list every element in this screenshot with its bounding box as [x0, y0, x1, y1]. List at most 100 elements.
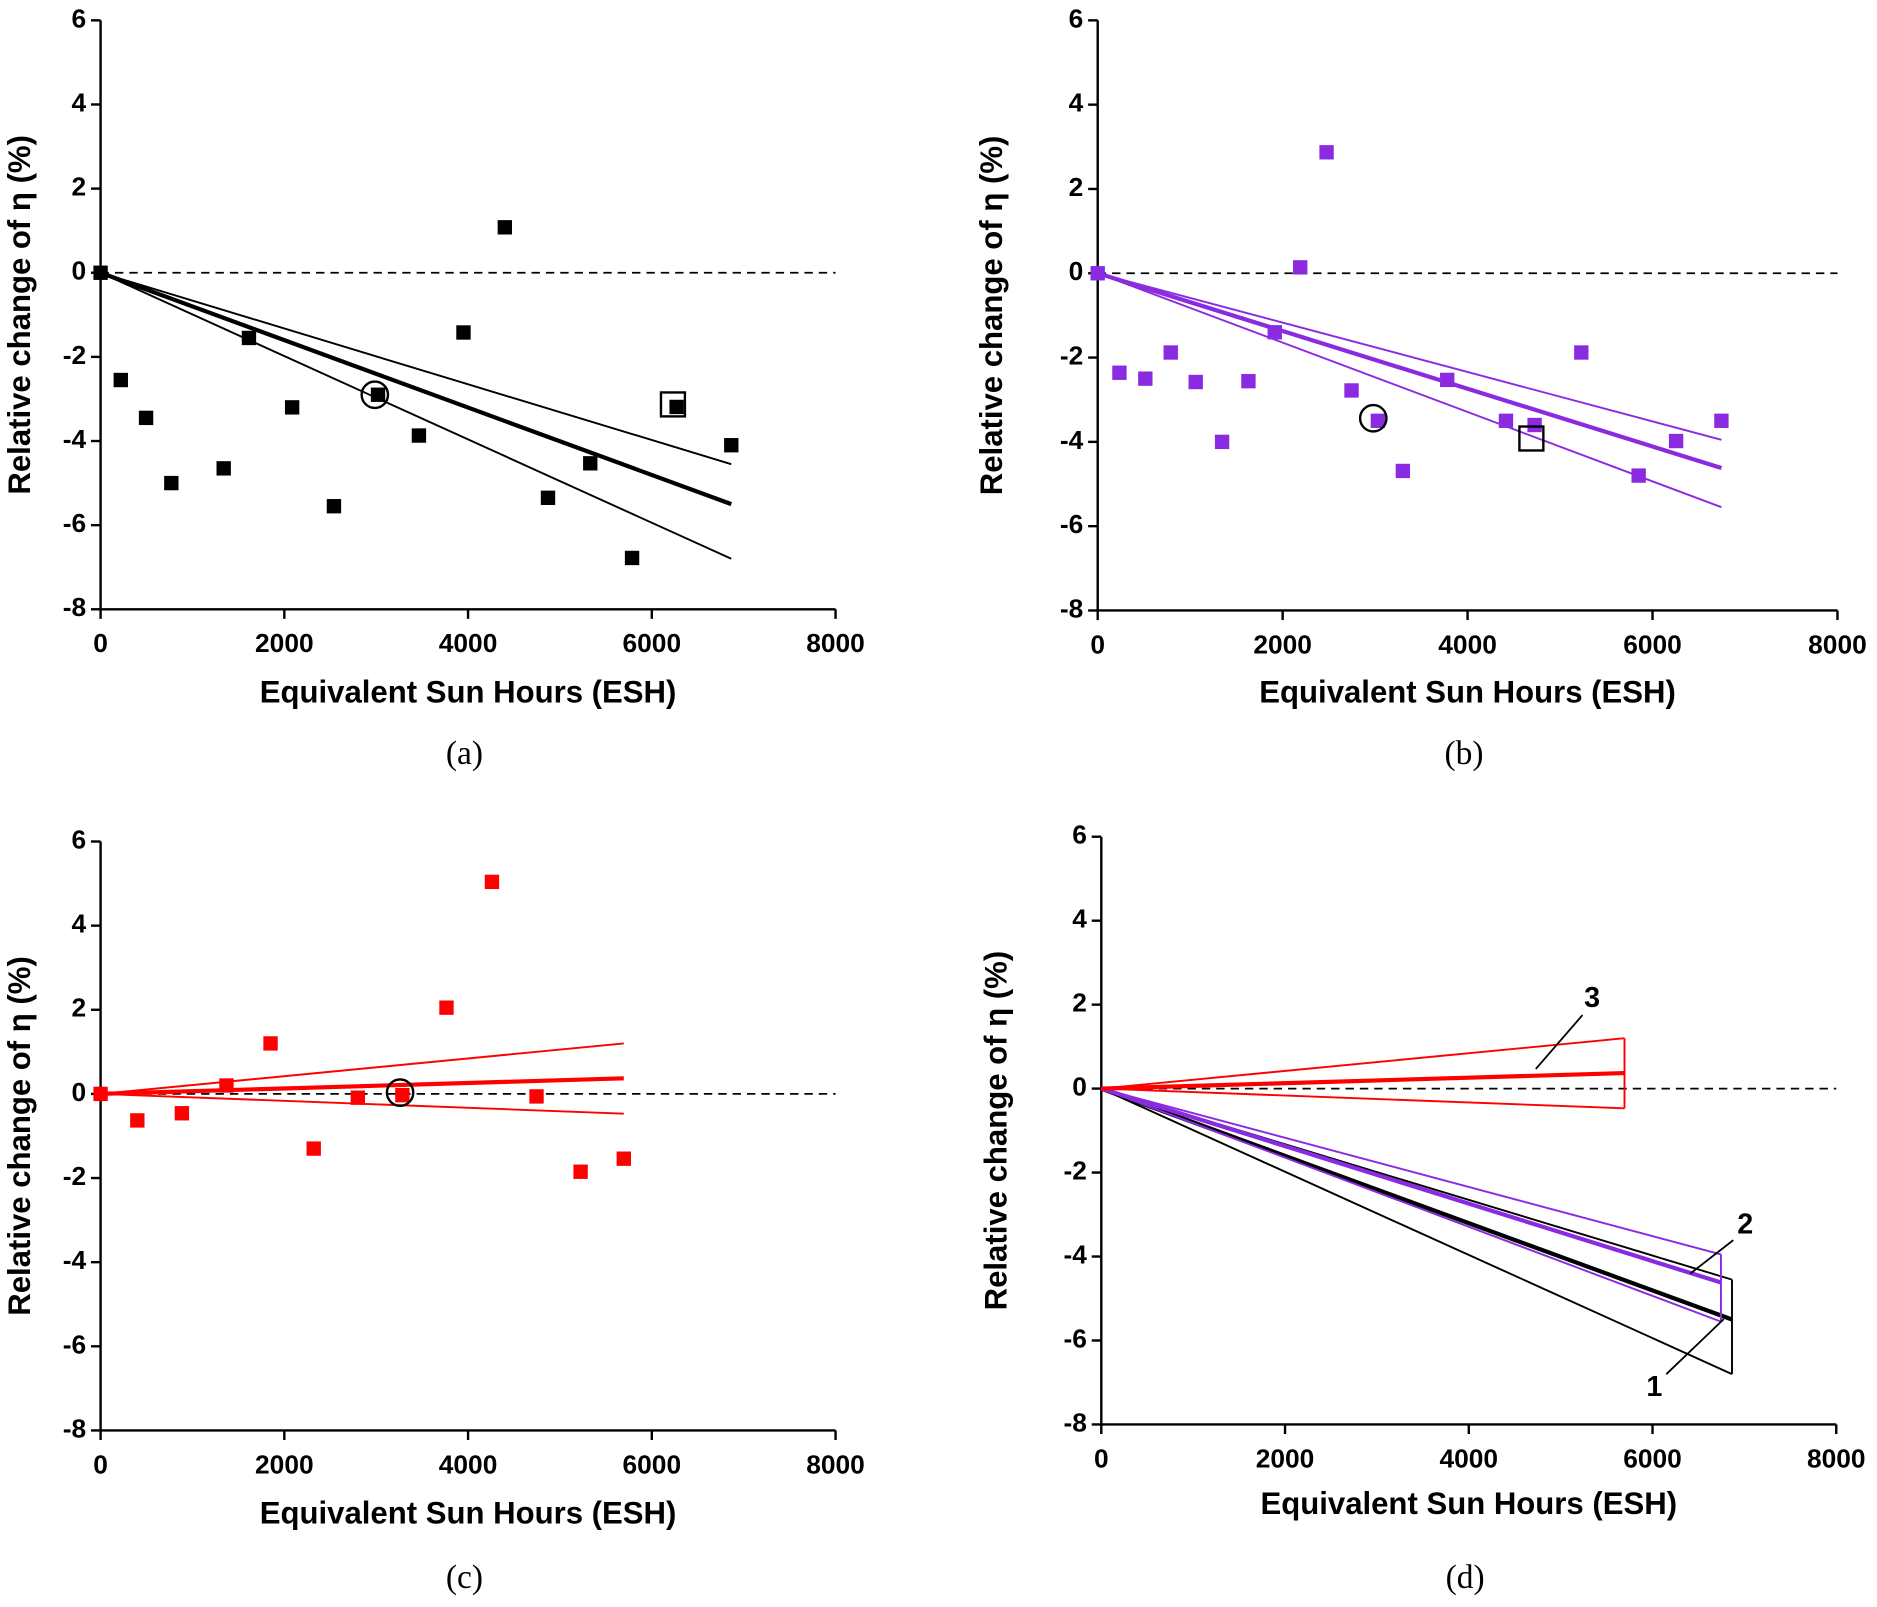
fit-fit [1097, 271, 1723, 471]
point [1138, 371, 1153, 386]
x-tick-label: 8000 [1808, 629, 1867, 659]
highlight-square [1518, 425, 1545, 452]
x-tick-label: 0 [1094, 1443, 1109, 1473]
point [113, 372, 128, 388]
point [1395, 463, 1411, 479]
y-tick-label: -4 [63, 1245, 87, 1275]
x-tick-label: 2000 [255, 1449, 314, 1479]
highlight-square [659, 391, 687, 418]
y-tick-label: -2 [63, 1161, 86, 1191]
y-tick-label: -8 [1064, 1407, 1087, 1437]
x-tick-label: 6000 [1623, 1443, 1682, 1473]
x-tick-label: 8000 [806, 628, 865, 658]
x-axis-label: Equivalent Sun Hours (ESH) [260, 1496, 677, 1531]
y-tick-label: 0 [72, 1077, 87, 1107]
panel-caption: (a) [446, 735, 483, 772]
point [350, 1090, 366, 1105]
x-tick-label: 4000 [439, 1449, 498, 1479]
point [216, 461, 231, 476]
x-axis-label: Equivalent Sun Hours (ESH) [1259, 674, 1676, 709]
point [497, 220, 513, 235]
annotation-leader [1535, 1014, 1584, 1070]
x-tick-label: 4000 [1439, 1443, 1498, 1473]
highlight-circle [385, 1078, 415, 1108]
point [1440, 372, 1455, 388]
point [411, 428, 427, 443]
annotation-leader [1665, 1318, 1725, 1375]
y-axis-label: Relative change of η (%) [974, 136, 1009, 496]
x-tick-label: 0 [93, 1449, 108, 1479]
y-tick-label: 6 [72, 824, 87, 854]
x-tick-label: 6000 [623, 628, 682, 658]
fit-lower [1097, 272, 1722, 509]
y-axis-label: Relative change of η (%) [979, 951, 1014, 1311]
point [241, 330, 257, 346]
point [284, 400, 300, 415]
point [130, 1113, 145, 1128]
y-tick-label: 2 [1072, 988, 1087, 1018]
fit-fit [1101, 1070, 1625, 1091]
point [1267, 325, 1282, 340]
point [1574, 345, 1589, 360]
y-tick-label: 6 [1072, 820, 1087, 850]
point [93, 1086, 108, 1102]
y-tick-label: -8 [63, 1413, 86, 1443]
x-tick-label: 2000 [255, 628, 314, 658]
x-tick-label: 4000 [439, 628, 498, 658]
y-tick-label: 0 [72, 256, 87, 286]
x-tick-label: 2000 [1253, 629, 1312, 659]
y-tick-label: -4 [1064, 1239, 1088, 1269]
point [138, 410, 154, 426]
y-tick-label: -2 [63, 340, 86, 370]
y-tick-label: -2 [1064, 1156, 1087, 1186]
annotation: 1 [1646, 1371, 1662, 1403]
y-tick-label: -8 [1060, 593, 1083, 623]
fit-lower [1100, 1087, 1733, 1375]
point [219, 1078, 234, 1093]
x-tick-label: 8000 [1807, 1443, 1866, 1473]
y-tick-label: -4 [1060, 425, 1084, 455]
fit-upper [1101, 1087, 1722, 1256]
point [1631, 468, 1646, 483]
point [1668, 433, 1684, 449]
point [529, 1089, 544, 1104]
point [1112, 365, 1127, 380]
point [669, 399, 684, 415]
highlight-circle [1358, 403, 1388, 433]
point [616, 1151, 631, 1166]
fit-upper [1101, 1037, 1625, 1090]
x-tick-label: 0 [93, 628, 108, 658]
y-tick-label: 2 [72, 993, 87, 1023]
y-tick-label: -8 [63, 592, 86, 622]
point [395, 1087, 410, 1103]
y-tick-label: -6 [63, 508, 86, 538]
fit-fit [1100, 1086, 1733, 1322]
y-tick-label: 4 [1072, 904, 1087, 934]
y-tick-label: -2 [1060, 341, 1083, 371]
point [1527, 417, 1542, 433]
fit-fit [100, 1076, 624, 1096]
fit-lower [100, 271, 732, 560]
x-tick-label: 8000 [806, 1449, 865, 1479]
point [306, 1141, 321, 1156]
y-tick-label: -6 [1064, 1323, 1087, 1353]
point [439, 1000, 454, 1015]
point [1293, 260, 1308, 275]
y-tick-label: -6 [63, 1329, 86, 1359]
panel-caption: (b) [1444, 735, 1483, 772]
y-tick-label: 2 [72, 172, 87, 202]
point [263, 1036, 278, 1051]
y-tick-label: -6 [1060, 509, 1083, 539]
fit-upper [100, 271, 732, 466]
fit-upper [1097, 272, 1722, 441]
point [326, 499, 342, 514]
annotation: 2 [1737, 1208, 1753, 1240]
x-tick-label: 6000 [1623, 629, 1682, 659]
y-tick-label: 0 [1072, 1072, 1087, 1102]
point [1090, 266, 1105, 281]
point [174, 1106, 190, 1121]
y-axis-label: Relative change of η (%) [2, 135, 37, 495]
point [93, 265, 108, 280]
fit-upper [100, 1042, 624, 1095]
x-axis-label: Equivalent Sun Hours (ESH) [260, 674, 677, 709]
